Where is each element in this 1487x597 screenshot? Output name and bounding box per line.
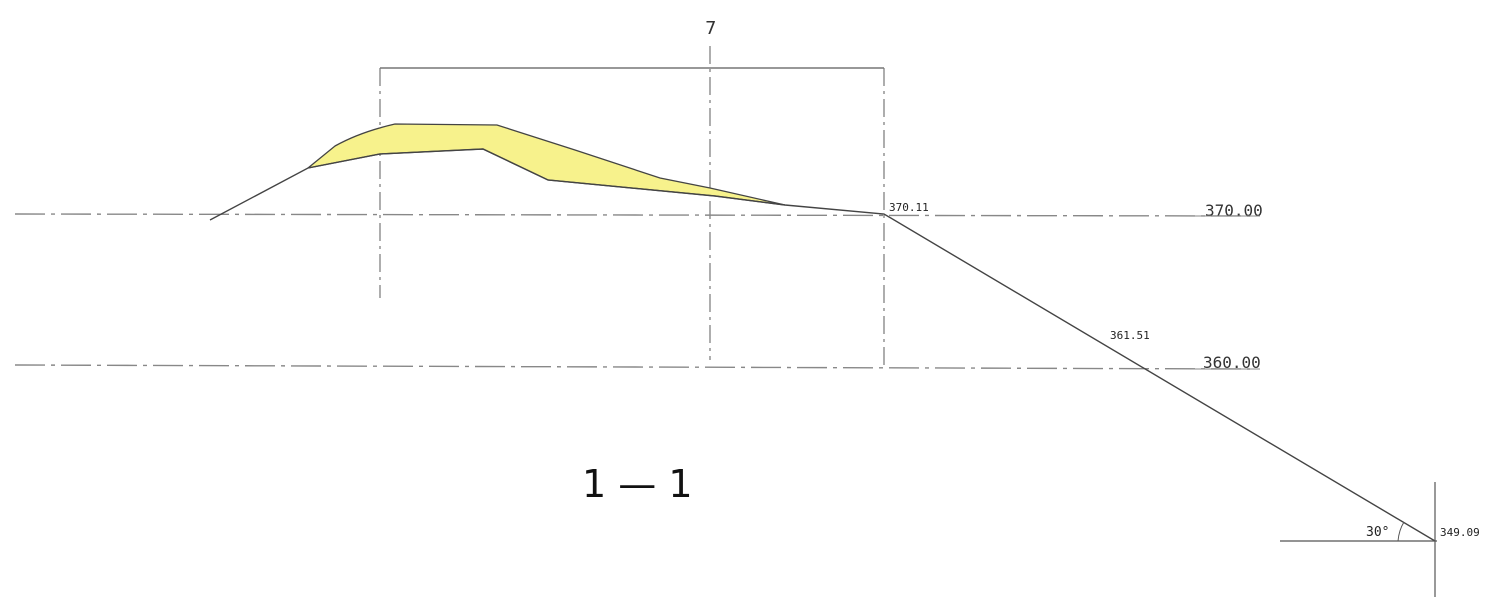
ground-profile <box>209 148 1436 542</box>
level-label-370: 370.00 <box>1205 201 1263 220</box>
level-line-360 <box>14 364 1251 370</box>
angle-arc <box>1397 521 1405 542</box>
section-title: 1 — 1 <box>582 462 693 506</box>
level-line-370 <box>14 213 1251 217</box>
elevation-label-toe: 349.09 <box>1440 526 1480 539</box>
elevation-label-crest: 370.11 <box>889 201 929 214</box>
elevation-label-mid: 361.51 <box>1110 329 1150 342</box>
level-label-360: 360.00 <box>1203 353 1261 372</box>
section-frame <box>379 46 885 366</box>
grid-axis-label: 7 <box>705 18 716 39</box>
slope-angle-label: 30° <box>1366 525 1389 540</box>
